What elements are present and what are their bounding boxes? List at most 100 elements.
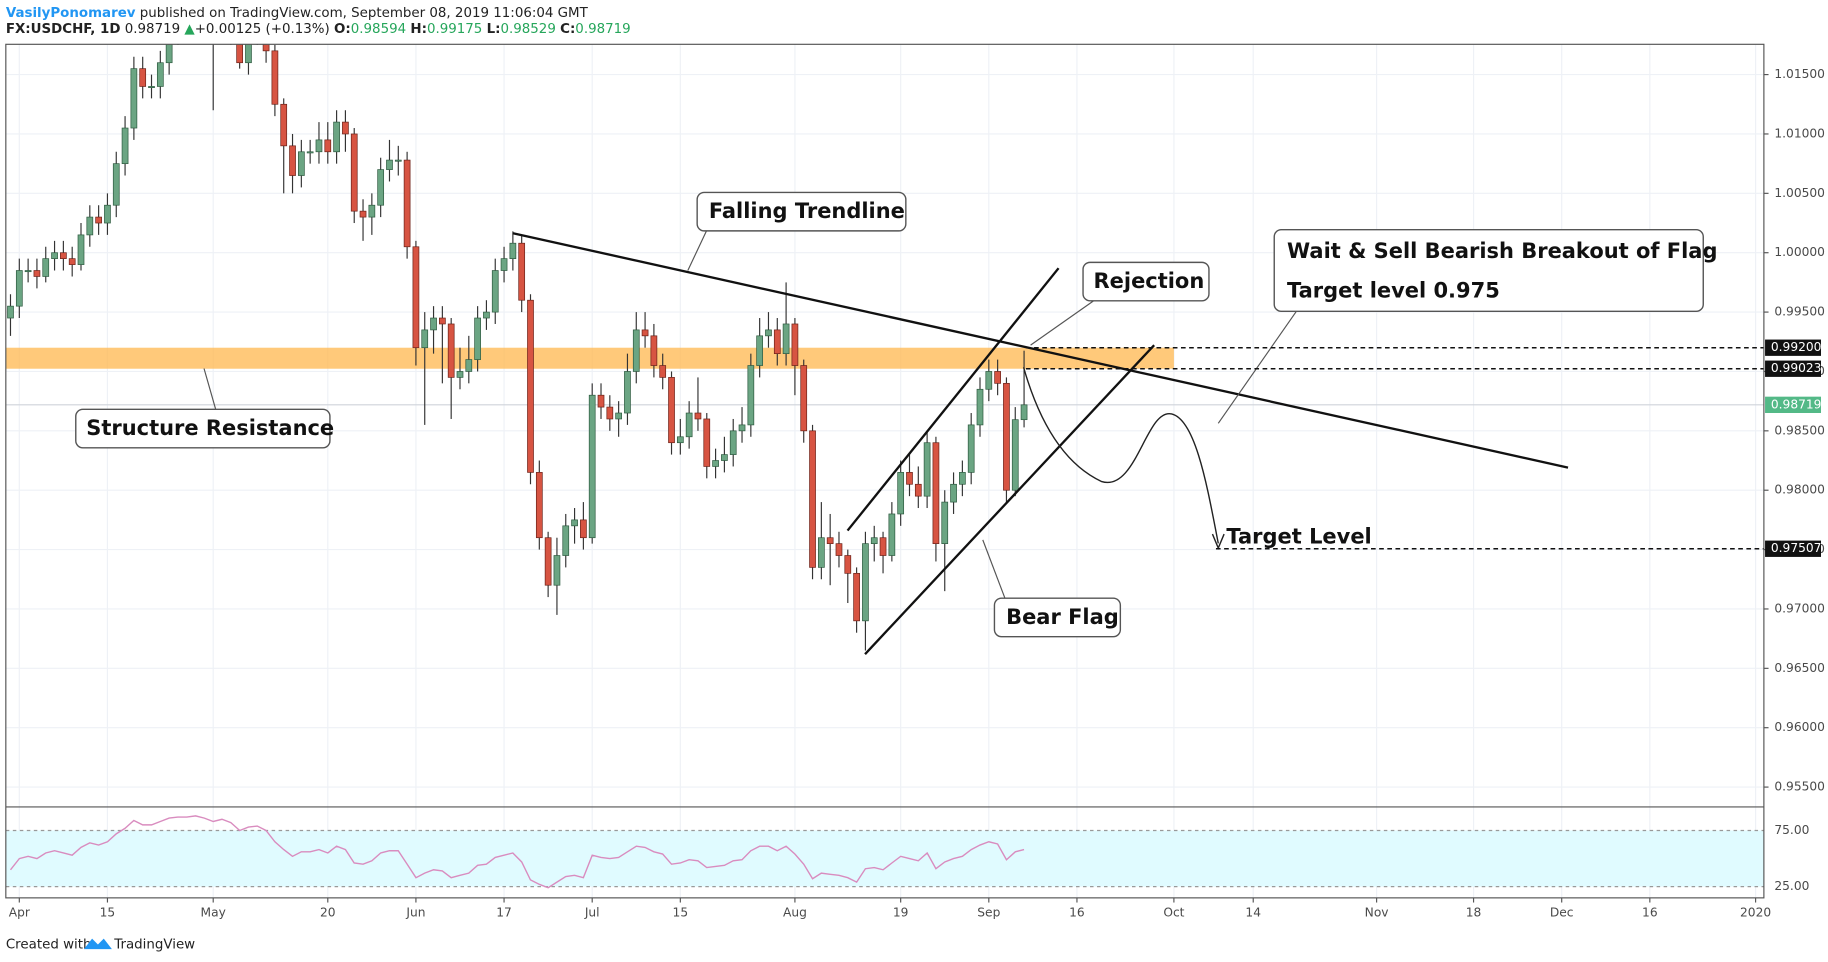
candle-body [377,169,385,206]
candle-body [394,159,402,162]
symbol: FX:USDCHF, 1D [6,22,121,37]
candle-body [289,145,296,176]
candle-body [588,394,596,539]
drawings: Falling Trendline Rejection Wait & Sell … [75,191,1717,655]
candle-body [156,62,164,87]
candle-body [483,311,490,319]
candle-body [747,365,755,426]
x-tick-label: Sep [977,906,1000,920]
level-label: 0.99023 [1771,361,1822,375]
candle-body [148,86,155,88]
candle-body [527,299,534,473]
candle-body [914,483,922,497]
candle-body [932,442,940,544]
candle-body [632,329,640,372]
flag-lower [864,344,1156,655]
candle-body [139,68,147,87]
y-tick-label: 1.01500 [1774,67,1825,81]
pointer [1030,300,1094,346]
callout-box [1273,229,1704,313]
x-tick-label: 18 [1466,906,1482,920]
candle-body [712,460,719,467]
callout-text: Wait & Sell Bearish Breakout of Flag [1287,239,1717,263]
candle-body [51,252,58,260]
candle-body [1003,382,1010,491]
target-text: Target Level [1226,525,1371,549]
candle-body [121,127,129,165]
candle-body [350,133,358,212]
candle-body [703,418,711,467]
candle-body [1020,404,1028,421]
candle-body [606,406,614,420]
x-tick-label: 2020 [1740,906,1771,920]
arrow: ▲ [184,22,195,37]
candle-body [262,44,270,52]
candle-body [738,424,746,432]
rsi-panel [5,815,1764,889]
level-label: 0.99200 [1771,340,1822,354]
y-tick-label: 1.00500 [1774,186,1825,200]
candle-body [685,412,693,438]
candle-body [888,513,896,556]
brand[interactable]: TradingView [113,938,195,953]
candle-body [800,365,808,432]
y-tick-label: 0.98000 [1774,483,1825,497]
candle-body [412,246,420,349]
candle-body [773,329,781,355]
l-label: L: [487,22,501,37]
l-value: 0.98529 [500,22,555,37]
candle-body [306,151,314,154]
callout-box [75,408,331,449]
y-tick-label: 0.98500 [1774,423,1825,437]
candle-body [765,329,772,337]
candle-body [1011,419,1019,491]
pointer [1217,311,1297,424]
x-tick-label: 17 [496,906,512,920]
rsi-tick-label: 25.00 [1774,879,1809,893]
candle-body [597,394,605,408]
author[interactable]: VasilyPonomarev [6,6,136,21]
candle-body [324,139,332,153]
candle-body [544,537,552,586]
x-tick-label: Apr [9,906,31,920]
candle-body [315,139,323,153]
y-tick-label: 1.01000 [1774,126,1825,140]
symbol-line: FX:USDCHF, 1D 0.98719 ▲+0.00125 (+0.13%)… [6,22,631,37]
candle-body [280,103,288,147]
x-tick-label: Nov [1365,906,1389,920]
candle-body [826,537,834,544]
level-label-bg [1765,339,1822,356]
candle-body [535,472,543,539]
candle-body [906,472,913,485]
candle-body [676,436,684,444]
x-tick-label: May [201,906,226,920]
candle-body [297,151,305,176]
candle-body [650,335,658,366]
candle-body [439,317,446,325]
candle-body [580,519,587,539]
candle-body [509,242,517,260]
candle-body [818,537,825,568]
candle-body [421,329,429,349]
callout-text: Rejection [1094,269,1205,293]
o-value: 0.98594 [351,22,406,37]
candle-body [985,371,993,390]
candle-body [853,572,860,622]
o-label: O: [334,22,351,37]
candle-body [271,50,279,105]
h-value: 0.99175 [427,22,482,37]
pointer [982,539,1006,599]
footer: Created with [6,938,92,953]
candle-body [403,159,411,248]
x-tick-label: 19 [893,906,909,920]
candle-body [33,270,41,277]
candle-body [112,163,120,206]
rsi-tick-label: 75.00 [1774,823,1809,837]
y-tick-label: 0.96000 [1774,720,1825,734]
candle-body [491,270,499,313]
candle-body [447,323,455,378]
candle-body [86,216,94,236]
x-tick-label: 16 [1069,906,1085,920]
pointer [203,368,217,410]
falling-trendline [512,232,1569,469]
